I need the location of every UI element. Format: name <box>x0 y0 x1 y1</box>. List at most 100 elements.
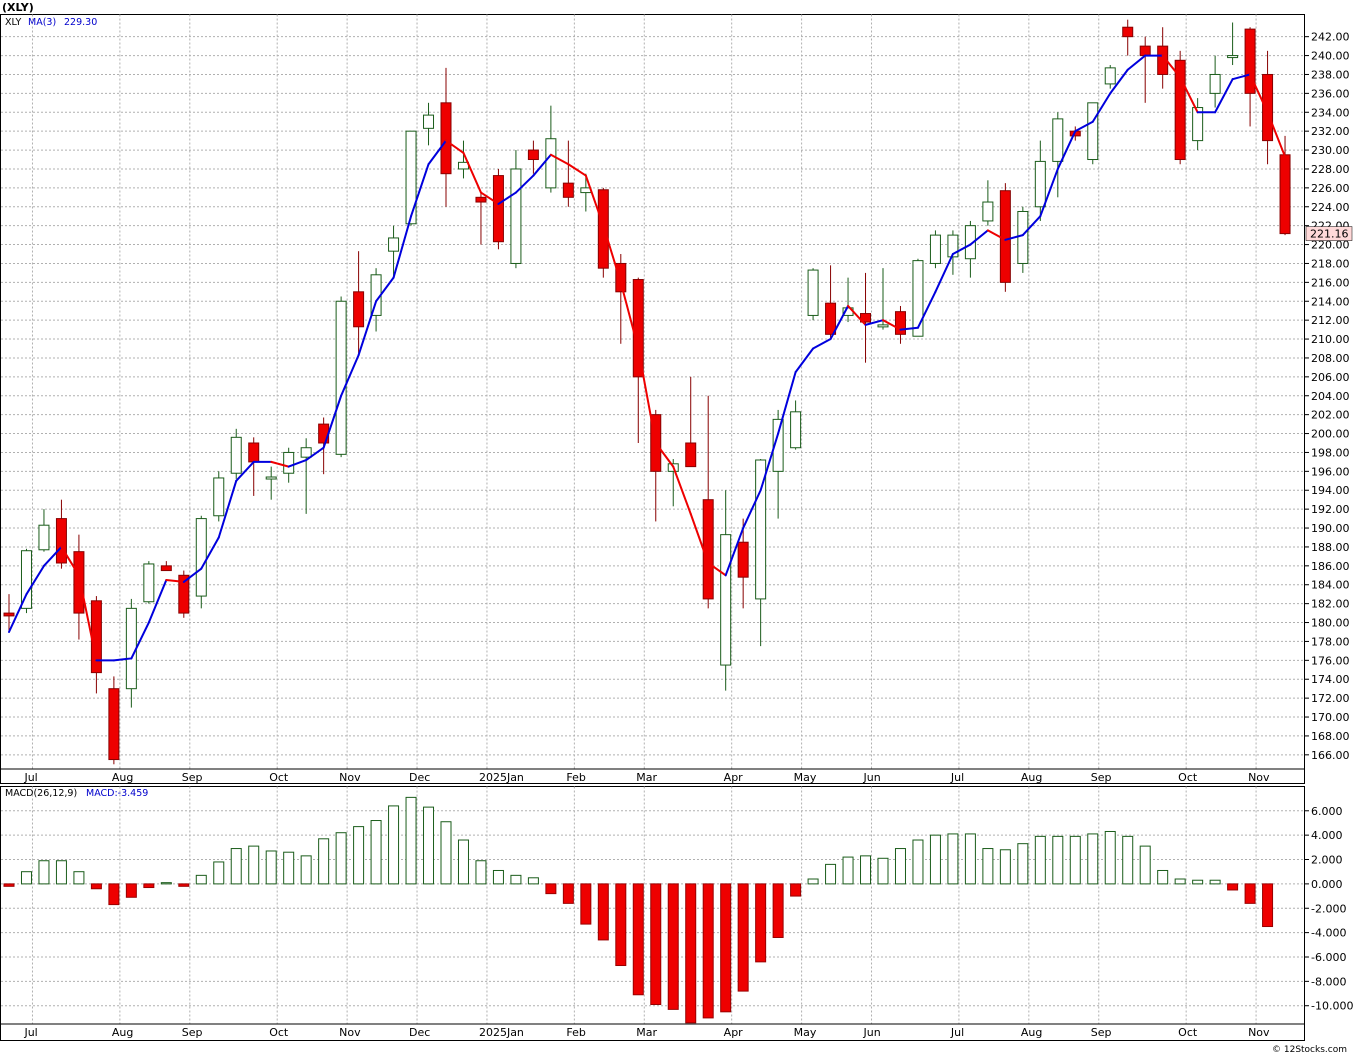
ma-segment <box>986 229 1007 241</box>
macd-bar <box>720 883 732 1013</box>
macd-bar <box>807 878 819 885</box>
candle-body <box>912 260 924 337</box>
month-label: Nov <box>1248 771 1270 784</box>
price-tick-label: 178.00 <box>1311 635 1350 648</box>
price-tick-label: 230.00 <box>1311 144 1350 157</box>
price-tick-label: 198.00 <box>1311 446 1350 459</box>
macd-bar <box>947 833 959 885</box>
ma-segment <box>322 394 343 449</box>
macd-bar <box>860 855 872 885</box>
ma-segment <box>864 319 884 326</box>
candle-up <box>720 490 732 691</box>
candle-body <box>440 102 452 175</box>
candle-body <box>73 551 85 614</box>
macd-bar <box>55 860 67 885</box>
macd-bar <box>1087 833 1099 885</box>
ma-segment <box>724 527 745 577</box>
candle-body <box>125 607 137 690</box>
macd-tick-label: -4.000 <box>1311 927 1346 940</box>
macd-bar <box>929 834 941 885</box>
ma-segment <box>689 512 710 565</box>
price-tick-label: 226.00 <box>1311 182 1350 195</box>
macd-bar <box>964 833 976 885</box>
month-label: Apr <box>724 771 744 784</box>
ma-segment <box>672 465 692 515</box>
ma-segment <box>1126 54 1147 71</box>
candle-body <box>335 300 347 455</box>
ma-segment <box>619 281 640 350</box>
candle-body <box>300 447 312 458</box>
ma-segment <box>637 347 657 444</box>
macd-bar <box>1244 883 1256 904</box>
macd-bar <box>143 883 155 889</box>
ma-segment <box>567 163 587 177</box>
macd-bar <box>1139 845 1151 885</box>
candle-body <box>353 291 365 328</box>
macd-tick-label: -6.000 <box>1311 951 1346 964</box>
ma-segment <box>847 304 867 326</box>
macd-bar <box>999 849 1011 885</box>
price-tick-label: 236.00 <box>1311 87 1350 100</box>
macd-bar <box>667 883 679 1010</box>
macd-bar <box>562 883 574 904</box>
price-tick-label: 190.00 <box>1311 522 1350 535</box>
candle-up <box>1209 55 1221 108</box>
candle-up <box>283 447 295 483</box>
ma-segment <box>340 354 360 397</box>
candle-down <box>685 376 697 468</box>
price-tick-label: 166.00 <box>1311 749 1350 762</box>
ma-segment <box>951 243 972 256</box>
candle-body <box>720 534 732 666</box>
ma-segment <box>1214 78 1234 114</box>
candle-body <box>685 442 697 468</box>
macd-bar <box>580 883 592 925</box>
price-tick-label: 182.00 <box>1311 598 1350 611</box>
price-tick-label: 200.00 <box>1311 428 1350 441</box>
candle-body <box>1122 26 1134 38</box>
macd-bar <box>1227 883 1239 891</box>
candle-body <box>510 168 522 264</box>
watermark: © 12Stocks.com <box>1272 1045 1347 1055</box>
macd-bar <box>545 883 557 895</box>
candle-up <box>230 428 242 479</box>
price-tick-label: 242.00 <box>1311 31 1350 44</box>
macd-bar <box>405 796 417 885</box>
ma-segment <box>375 276 395 303</box>
ma-segment <box>654 441 675 468</box>
ma-segment <box>305 446 325 462</box>
candle-down <box>1262 50 1274 165</box>
ma-segment <box>165 579 185 583</box>
macd-bar <box>737 883 749 992</box>
price-tick-label: 180.00 <box>1311 617 1350 630</box>
month-axis: Jul Jul Aug Aug Sep Sep Oct Oct Nov Nov Dec Dec 2025… <box>0 768 1305 1039</box>
month-label: May <box>794 1026 817 1039</box>
candle-body <box>790 411 802 449</box>
ma-segment <box>217 479 238 539</box>
month-label: Feb <box>566 1026 585 1039</box>
ma-segment <box>8 593 28 633</box>
macd-bar <box>790 883 802 897</box>
candle-body <box>1227 55 1239 59</box>
candle-body <box>1052 118 1064 162</box>
macd-bar <box>755 883 767 963</box>
ma-segment <box>794 347 815 374</box>
ma-segment <box>270 460 290 468</box>
candle-body <box>615 262 627 293</box>
macd-bar <box>440 821 452 885</box>
ma-segment <box>445 139 465 154</box>
macd-bar <box>597 883 609 941</box>
macd-label: MACD(26,12,9) <box>5 788 77 799</box>
macd-bar <box>160 882 172 885</box>
macd-bar <box>894 848 906 885</box>
candle-up <box>510 150 522 269</box>
candle-body <box>1244 28 1256 94</box>
month-label: Oct <box>1178 1026 1198 1039</box>
candle-body <box>877 324 889 328</box>
macd-bar <box>38 860 50 885</box>
candle-up <box>265 466 277 500</box>
candle-body <box>160 565 172 572</box>
ma-segment <box>479 191 500 205</box>
month-label: 2025Jan <box>479 771 524 784</box>
candle-up <box>423 102 435 146</box>
